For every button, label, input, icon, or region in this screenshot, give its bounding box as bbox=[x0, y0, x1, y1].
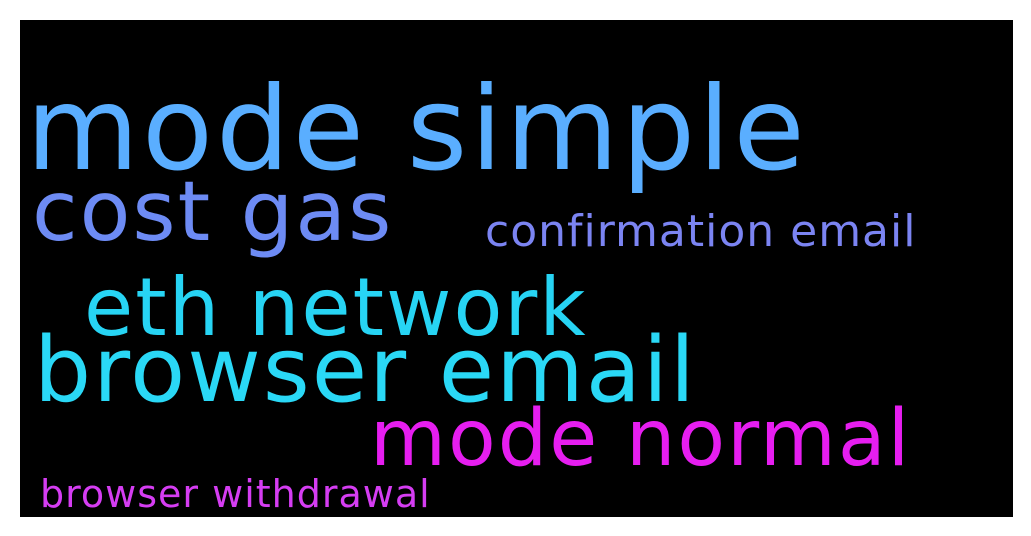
word-eth-network: eth network bbox=[84, 261, 588, 354]
word-cloud-canvas: mode simple cost gas confirmation email … bbox=[20, 20, 1013, 517]
word-cost-gas: cost gas bbox=[32, 163, 394, 260]
word-confirmation-email: confirmation email bbox=[485, 206, 917, 257]
word-mode-normal: mode normal bbox=[370, 394, 912, 484]
word-browser-email: browser email bbox=[34, 318, 697, 423]
word-browser-withdrawal: browser withdrawal bbox=[40, 472, 431, 516]
word-mode-simple: mode simple bbox=[26, 62, 808, 197]
